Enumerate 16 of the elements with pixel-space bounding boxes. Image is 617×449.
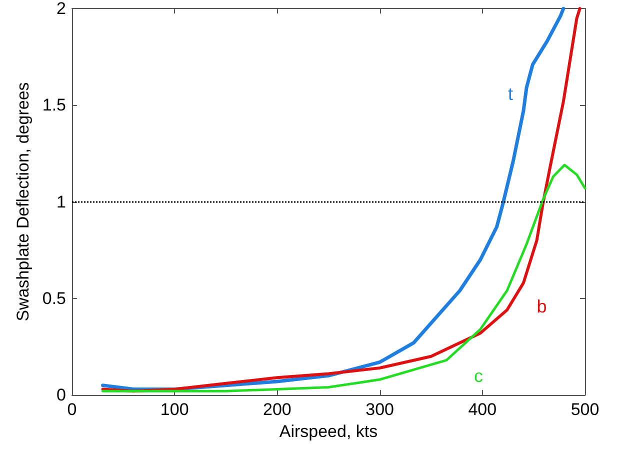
y-tick-label: 1: [56, 192, 66, 212]
x-tick-label: 400: [468, 400, 497, 419]
x-tick-label: 300: [366, 400, 394, 419]
y-axis-title: Swashplate Deflection, degrees: [13, 82, 32, 322]
y-tick-label: 0.5: [42, 288, 66, 308]
y-tick-label: 1.5: [42, 96, 66, 115]
x-tick-label: 200: [263, 400, 292, 419]
y-tick-label: 2: [56, 0, 66, 18]
line-series: [102, 164, 586, 392]
series-label: t: [508, 84, 513, 104]
y-tick-label: 0: [56, 386, 66, 404]
series-label: b: [536, 296, 547, 316]
x-axis-title: Airspeed, kts: [279, 422, 378, 441]
x-tick-label: 500: [570, 400, 600, 419]
x-tick-label: 100: [160, 400, 189, 419]
series-label: c: [474, 366, 483, 386]
